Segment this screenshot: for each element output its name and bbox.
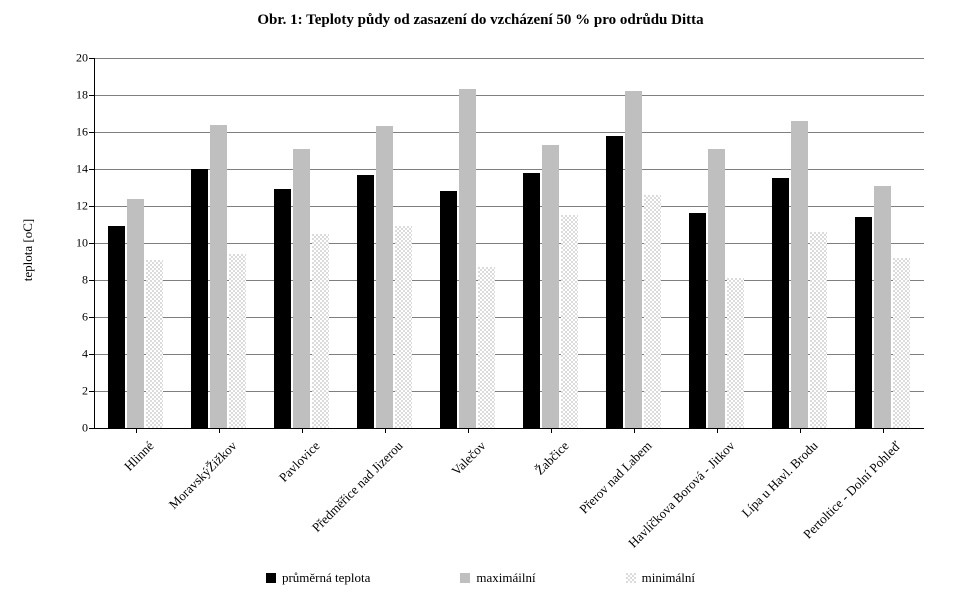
xtick-label: Valečov bbox=[336, 438, 489, 591]
bar-avg bbox=[440, 191, 457, 428]
ytick-label: 14 bbox=[76, 162, 94, 177]
xtick-mark bbox=[883, 428, 884, 433]
bar-max bbox=[874, 186, 891, 428]
ytick-label: 10 bbox=[76, 236, 94, 251]
y-axis-line bbox=[94, 58, 95, 428]
bar-avg bbox=[689, 213, 706, 428]
bar-avg bbox=[772, 178, 789, 428]
ytick-label: 4 bbox=[82, 347, 94, 362]
legend-item-max: maximáilní bbox=[460, 570, 535, 586]
swatch-avg-icon bbox=[266, 573, 276, 583]
swatch-max-icon bbox=[460, 573, 470, 583]
legend-item-min: minimální bbox=[626, 570, 695, 586]
xtick-mark bbox=[468, 428, 469, 433]
xtick-mark bbox=[634, 428, 635, 433]
bar-avg bbox=[108, 226, 125, 428]
xtick-mark bbox=[717, 428, 718, 433]
bar-avg bbox=[274, 189, 291, 428]
xtick-label: Pertoltice - Dolní Pohleď bbox=[751, 438, 904, 591]
gridline bbox=[94, 95, 924, 96]
xtick-label: Přerov nad Labem bbox=[502, 438, 655, 591]
bar-max bbox=[791, 121, 808, 428]
bar-min bbox=[312, 234, 329, 428]
chart-wrap: 02468101214161820HlinnéMoravskýŽižkovPav… bbox=[64, 48, 934, 478]
xtick-label: Pavlovice bbox=[170, 438, 323, 591]
ytick-label: 0 bbox=[82, 421, 94, 436]
swatch-min-icon bbox=[626, 573, 636, 583]
plot-area: 02468101214161820HlinnéMoravskýŽižkovPav… bbox=[94, 58, 924, 428]
bar-avg bbox=[357, 175, 374, 428]
bar-max bbox=[459, 89, 476, 428]
bar-min bbox=[810, 232, 827, 428]
chart-page: Obr. 1: Teploty půdy od zasazení do vzch… bbox=[0, 0, 961, 594]
bar-min bbox=[893, 258, 910, 428]
xtick-label: Havlíčkova Borová - Jitkov bbox=[585, 438, 738, 591]
legend: průměrná teplota maximáilní minimální bbox=[0, 570, 961, 586]
ytick-label: 8 bbox=[82, 273, 94, 288]
legend-label-avg: průměrná teplota bbox=[282, 570, 370, 586]
xtick-mark bbox=[800, 428, 801, 433]
ytick-label: 6 bbox=[82, 310, 94, 325]
y-axis-label: teplota [oC] bbox=[20, 219, 36, 281]
bar-max bbox=[376, 126, 393, 428]
bar-avg bbox=[191, 169, 208, 428]
ytick-label: 18 bbox=[76, 88, 94, 103]
bar-avg bbox=[855, 217, 872, 428]
xtick-mark bbox=[302, 428, 303, 433]
xtick-label: MoravskýŽižkov bbox=[87, 438, 240, 591]
ytick-label: 12 bbox=[76, 199, 94, 214]
xtick-mark bbox=[219, 428, 220, 433]
xtick-label: Předměřice nad Jizerou bbox=[253, 438, 406, 591]
xtick-label: Lípa u Havl. Brodu bbox=[668, 438, 821, 591]
xtick-label: Hlinné bbox=[4, 438, 157, 591]
ytick-label: 16 bbox=[76, 125, 94, 140]
ytick-label: 20 bbox=[76, 51, 94, 66]
bar-max bbox=[625, 91, 642, 428]
bar-max bbox=[708, 149, 725, 428]
bar-avg bbox=[523, 173, 540, 428]
bar-min bbox=[644, 195, 661, 428]
bar-max bbox=[542, 145, 559, 428]
bar-min bbox=[727, 278, 744, 428]
gridline bbox=[94, 58, 924, 59]
legend-label-max: maximáilní bbox=[476, 570, 535, 586]
bar-min bbox=[561, 215, 578, 428]
bar-avg bbox=[606, 136, 623, 428]
bar-min bbox=[229, 254, 246, 428]
chart-title: Obr. 1: Teploty půdy od zasazení do vzch… bbox=[0, 0, 961, 29]
xtick-mark bbox=[136, 428, 137, 433]
xtick-mark bbox=[551, 428, 552, 433]
bar-min bbox=[478, 267, 495, 428]
ytick-label: 2 bbox=[82, 384, 94, 399]
bar-min bbox=[146, 260, 163, 428]
xtick-mark bbox=[385, 428, 386, 433]
xtick-label: Žabčice bbox=[419, 438, 572, 591]
legend-item-avg: průměrná teplota bbox=[266, 570, 370, 586]
bar-max bbox=[127, 199, 144, 428]
bar-min bbox=[395, 226, 412, 428]
bar-max bbox=[293, 149, 310, 428]
legend-label-min: minimální bbox=[642, 570, 695, 586]
bar-max bbox=[210, 125, 227, 428]
